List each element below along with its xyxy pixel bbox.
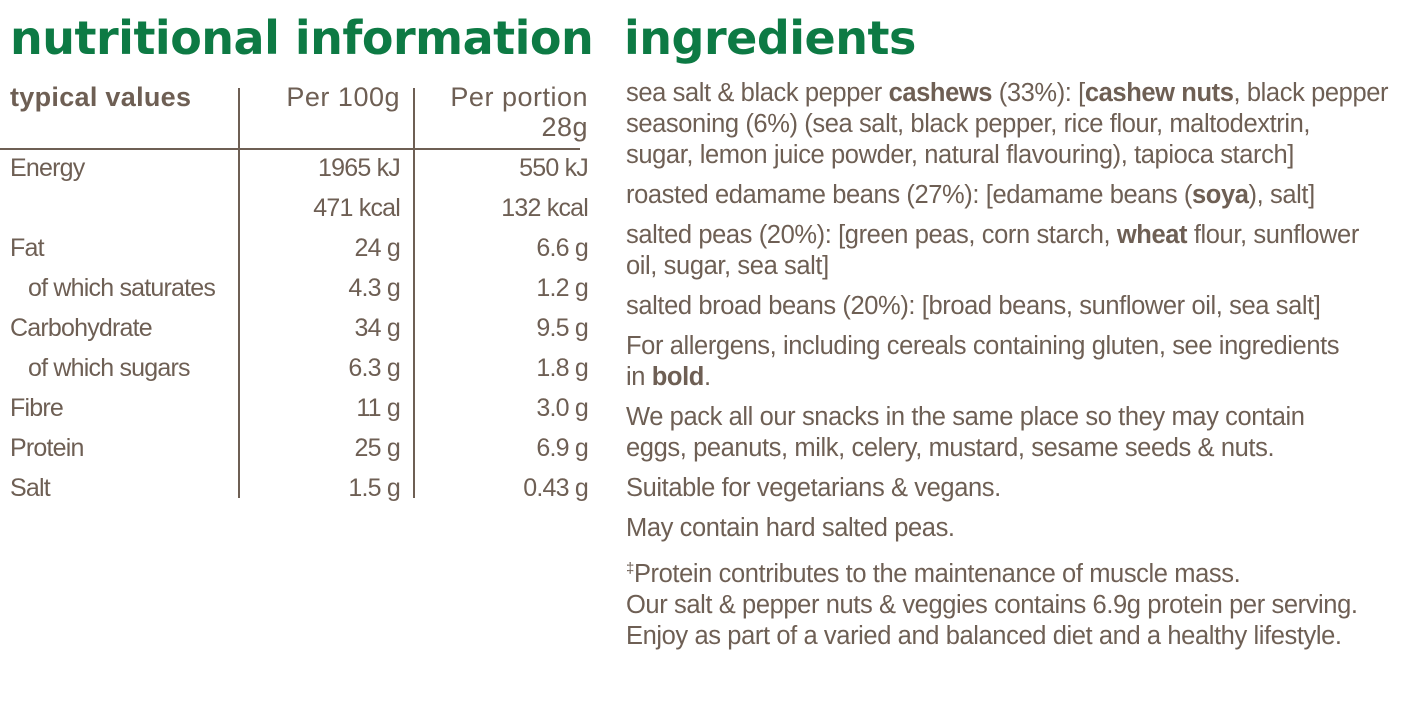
header-portion-size: 28g (541, 112, 588, 142)
header-per-100g: Per 100g (286, 82, 400, 112)
value-per-100g: 1965 kJ (318, 154, 401, 182)
text: ), salt] (1248, 181, 1316, 209)
text: salted broad beans (20%): [broad beans, … (626, 292, 1321, 320)
value-per-portion: 132 kcal (501, 194, 589, 222)
value-per-portion: 1.8 g (536, 354, 588, 382)
text: For allergens, including cereals contain… (626, 332, 1340, 360)
table-row: Energy 1965 kJ 550 kJ (10, 150, 590, 190)
text: May contain hard salted peas. (626, 514, 955, 542)
ingredient-broad-beans: salted broad beans (20%): [broad beans, … (626, 291, 1416, 322)
ingredients-heading: ingredients (624, 11, 916, 65)
text: eggs, peanuts, milk, celery, mustard, se… (626, 434, 1275, 462)
ingredient-cashews: sea salt & black pepper cashews (33%): [… (626, 78, 1416, 171)
nutrient-label: Carbohydrate (10, 314, 153, 342)
nutrient-label: Salt (10, 474, 51, 502)
text: Protein contributes to the maintenance o… (633, 560, 1241, 588)
table-row: Fat 24 g 6.6 g (10, 230, 590, 270)
table-row: Fibre 11 g 3.0 g (10, 390, 590, 430)
table-row: of which sugars 6.3 g 1.8 g (10, 350, 590, 390)
table-header-row: typical values Per 100g Per portion 28g (10, 80, 590, 148)
may-contain-note: We pack all our snacks in the same place… (626, 402, 1416, 464)
text: sea salt & black pepper (626, 79, 889, 107)
value-per-portion: 6.6 g (536, 234, 588, 262)
value-per-100g: 1.5 g (348, 474, 400, 502)
value-per-100g: 11 g (356, 394, 400, 422)
text: roasted edamame beans (27%): [edamame be… (626, 181, 1192, 209)
allergen-bold: cashews (888, 79, 993, 107)
text: (33%): [ (992, 79, 1085, 107)
table-divider-vertical (413, 88, 415, 498)
table-row: Carbohydrate 34 g 9.5 g (10, 310, 590, 350)
value-per-100g: 471 kcal (313, 194, 401, 222)
text: sugar, lemon juice powder, natural flavo… (626, 141, 1294, 169)
text: seasoning (6%) (sea salt, black pepper, … (626, 110, 1311, 138)
protein-claim: ‡Protein contributes to the maintenance … (626, 553, 1416, 652)
text: We pack all our snacks in the same place… (626, 403, 1305, 431)
text: salted peas (20%): [green peas, corn sta… (626, 221, 1117, 249)
value-per-100g: 25 g (354, 434, 401, 462)
nutrition-heading: nutritional information (10, 11, 594, 65)
value-per-portion: 9.5 g (536, 314, 588, 342)
ingredients-text: sea salt & black pepper cashews (33%): [… (626, 78, 1416, 661)
nutrient-label: of which saturates (28, 274, 216, 302)
dagger-symbol: ‡ (626, 560, 634, 577)
allergen-bold: cashew nuts (1084, 79, 1234, 107)
table-row: Salt 1.5 g 0.43 g (10, 470, 590, 510)
text: Enjoy as part of a varied and balanced d… (626, 622, 1342, 650)
text: . (703, 363, 711, 391)
text: Our salt & pepper nuts & veggies contain… (626, 591, 1358, 619)
nutrient-label: of which sugars (28, 354, 191, 382)
nutrient-label: Fibre (10, 394, 64, 422)
text: in (626, 363, 652, 391)
text: flour, sunflower (1187, 221, 1360, 249)
value-per-100g: 24 g (354, 234, 401, 262)
nutrition-rows: Energy 1965 kJ 550 kJ 471 kcal 132 kcal Fat 24… (10, 150, 590, 510)
value-per-100g: 4.3 g (348, 274, 400, 302)
allergen-bold: wheat (1116, 221, 1188, 249)
ingredient-salted-peas: salted peas (20%): [green peas, corn sta… (626, 220, 1416, 282)
value-per-portion: 550 kJ (519, 154, 589, 182)
allergen-bold: soya (1192, 181, 1249, 209)
value-per-portion: 0.43 g (523, 474, 589, 502)
ingredient-edamame: roasted edamame beans (27%): [edamame be… (626, 180, 1416, 211)
nutrient-label: Fat (10, 234, 45, 262)
table-divider-horizontal (0, 148, 580, 150)
value-per-portion: 1.2 g (536, 274, 588, 302)
bold-word: bold (651, 363, 705, 391)
vegan-note: Suitable for vegetarians & vegans. (626, 473, 1416, 504)
table-divider-vertical (238, 88, 240, 498)
nutrient-label: Protein (10, 434, 84, 462)
text: Suitable for vegetarians & vegans. (626, 474, 1001, 502)
text: oil, sugar, sea salt] (626, 252, 829, 280)
header-typical-values: typical values (10, 82, 192, 112)
table-row: of which saturates 4.3 g 1.2 g (10, 270, 590, 310)
allergen-note: For allergens, including cereals contain… (626, 331, 1416, 393)
nutrient-label: Energy (10, 154, 85, 182)
text: , black pepper (1233, 79, 1389, 107)
header-per-portion-label: Per portion (450, 82, 588, 112)
value-per-100g: 6.3 g (348, 354, 400, 382)
table-row: 471 kcal 132 kcal (10, 190, 590, 230)
value-per-portion: 6.9 g (536, 434, 588, 462)
header-per-portion: Per portion 28g (450, 82, 588, 142)
hard-peas-note: May contain hard salted peas. (626, 513, 1416, 544)
value-per-100g: 34 g (354, 314, 401, 342)
table-row: Protein 25 g 6.9 g (10, 430, 590, 470)
value-per-portion: 3.0 g (536, 394, 588, 422)
nutrition-table: typical values Per 100g Per portion 28g … (10, 80, 590, 502)
